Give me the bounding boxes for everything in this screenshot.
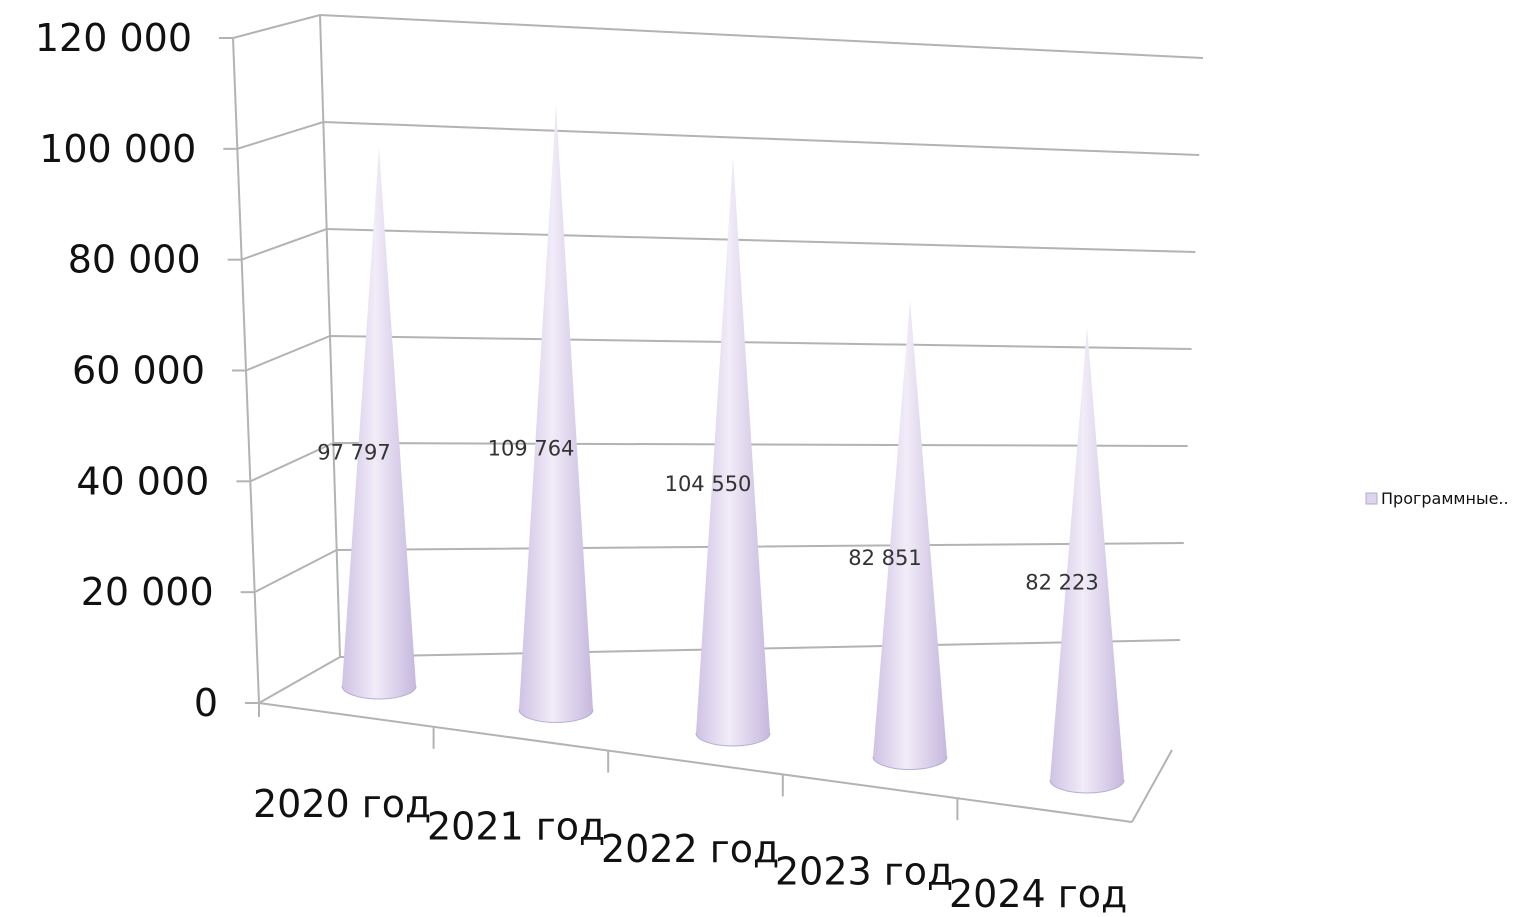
gridlines [232,13,1204,704]
data-label: 82 851 [848,546,921,570]
floor-right-edge [1131,749,1173,823]
data-labels: 97 797 109 764 104 550 82 851 82 223 [317,436,1098,594]
y-tick-label: 20 000 [81,570,214,614]
x-category-label: 2021 год [427,805,605,849]
cone-body [1050,326,1124,793]
x-category-label: 2024 год [949,872,1127,916]
x-category-label: 2022 год [601,827,779,871]
data-label: 82 223 [1025,571,1098,595]
cone-base-rim [341,685,417,700]
gridline-60000 [245,334,1192,372]
cone-body [873,299,947,770]
y-tick-label: 60 000 [72,349,205,393]
floor-front-edge [258,702,1133,823]
y-tick-label: 80 000 [68,238,201,282]
y-tick-label: 40 000 [76,459,209,503]
x-category-label: 2023 год [775,850,953,894]
y-axis: 0 20 000 40 000 60 000 80 000 100 000 120 000 [35,16,259,725]
cone-2020 год [341,147,417,700]
data-label: 104 550 [665,472,752,496]
cone-series [341,104,1125,794]
legend-swatch [1365,492,1378,505]
cone-2022 год [695,156,771,747]
legend: Программные.. [1365,489,1509,508]
y-tick-label: 0 [194,681,218,725]
gridline-80000 [241,227,1196,261]
data-label: 97 797 [317,441,390,465]
cone-body [696,156,770,746]
legend-label: Программные.. [1381,489,1509,508]
y-tick-label: 120 000 [35,16,192,60]
gridline-120000 [232,13,1204,59]
data-label: 109 764 [488,436,575,460]
cone-base-rim [872,756,948,770]
cone-body [342,147,416,699]
cone-base-rim [518,709,594,723]
x-category-label: 2020 год [253,782,431,826]
cone-2024 год [1049,326,1125,794]
cone-base-rim [1049,779,1125,794]
cone-base-rim [695,732,771,747]
gridline-100000 [237,120,1200,156]
cone-2023 год [872,299,948,770]
cone-2021 год [518,104,594,723]
y-tick-label: 100 000 [39,127,196,171]
cone-body [519,104,593,723]
